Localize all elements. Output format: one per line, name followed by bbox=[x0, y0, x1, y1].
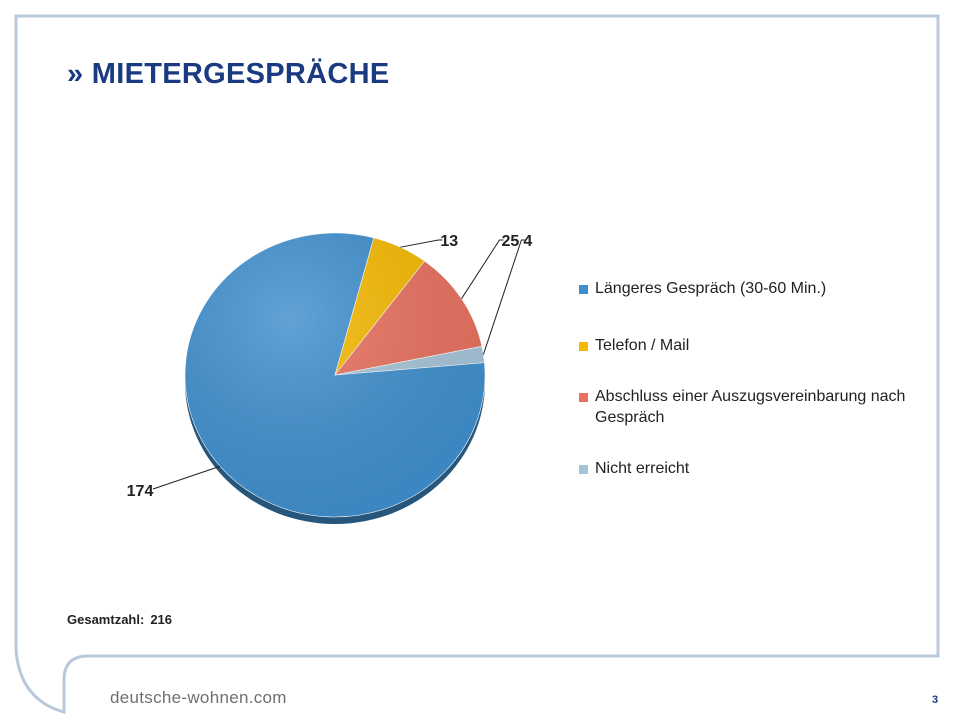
page-title: » MIETERGESPRÄCHE bbox=[67, 58, 390, 90]
pie-data-labels: 174 13 25 4 bbox=[127, 233, 533, 500]
frame-border bbox=[14, 14, 940, 714]
chart-legend: Längeres Gespräch (30-60 Min.) Telefon / … bbox=[579, 278, 919, 479]
legend-swatch bbox=[579, 393, 588, 402]
legend-item: Längeres Gespräch (30-60 Min.) bbox=[579, 278, 919, 299]
legend-label: Telefon / Mail bbox=[595, 337, 690, 354]
data-label: 13 bbox=[440, 233, 458, 250]
legend-swatch bbox=[579, 342, 588, 351]
legend-label: Nicht erreicht bbox=[595, 460, 690, 477]
data-label: 174 bbox=[127, 483, 154, 500]
pie-slices bbox=[184, 232, 486, 518]
data-label: 25 bbox=[502, 233, 520, 250]
legend-label: Abschluss einer Auszugsvereinbarung nach… bbox=[595, 388, 906, 426]
legend-swatch bbox=[579, 465, 588, 474]
leader-line bbox=[400, 239, 443, 248]
data-label: 4 bbox=[523, 233, 532, 250]
leader-line bbox=[482, 239, 526, 355]
footer-brand: deutsche-wohnen.com bbox=[110, 688, 287, 707]
legend-label: Längeres Gespräch (30-60 Min.) bbox=[595, 280, 827, 297]
total-label: Gesamtzahl: bbox=[67, 612, 145, 627]
legend-item: Telefon / Mail bbox=[579, 335, 919, 356]
page-number: 3 bbox=[932, 694, 939, 706]
legend-item: Abschluss einer Auszugsvereinbarung nach… bbox=[579, 386, 919, 428]
total-count: Gesamtzahl: 216 bbox=[67, 612, 178, 627]
leader-line bbox=[152, 465, 221, 490]
pie-sheen bbox=[185, 233, 485, 517]
leader-line bbox=[461, 239, 504, 299]
pie-leader-lines bbox=[152, 239, 526, 490]
legend-item: Nicht erreicht bbox=[579, 458, 919, 479]
total-value: 216 bbox=[150, 612, 173, 627]
legend-swatch bbox=[579, 285, 588, 294]
